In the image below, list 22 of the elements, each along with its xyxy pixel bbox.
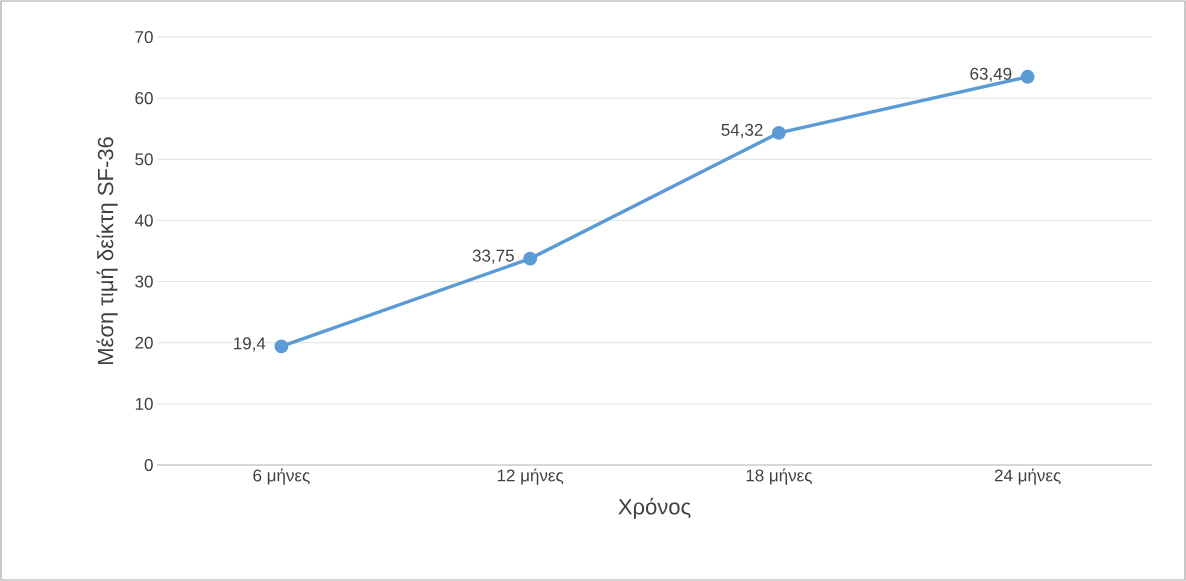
point	[274, 339, 289, 354]
data-label: 19,4	[234, 337, 266, 352]
y-tick-label: 10	[135, 397, 153, 410]
data-label: 63,49	[970, 67, 1012, 82]
x-tick-label: 12 μήνες	[497, 468, 564, 485]
x-tick-label: 18 μήνες	[746, 468, 812, 485]
y-tick-label: 40	[134, 214, 153, 227]
point	[1020, 69, 1035, 84]
y-tick-label: 60	[135, 92, 153, 105]
x-axis-title: Χρόνος	[618, 497, 691, 519]
point	[771, 125, 786, 140]
y-tick-label: 50	[135, 153, 153, 166]
x-tick-label: 6 μήνες	[253, 468, 310, 485]
y-axis-title: Μέση τιμή δείκτη SF-36	[96, 137, 118, 364]
x-tick-label: 24 μήνες	[994, 468, 1061, 485]
y-tick-label: 30	[135, 275, 153, 288]
data-label: 54,32	[721, 123, 763, 138]
data-label: 33,75	[472, 249, 514, 264]
y-tick-label: 0	[144, 458, 153, 472]
point	[523, 251, 538, 266]
y-tick-label: 70	[135, 30, 153, 44]
y-tick-label: 20	[135, 336, 153, 349]
